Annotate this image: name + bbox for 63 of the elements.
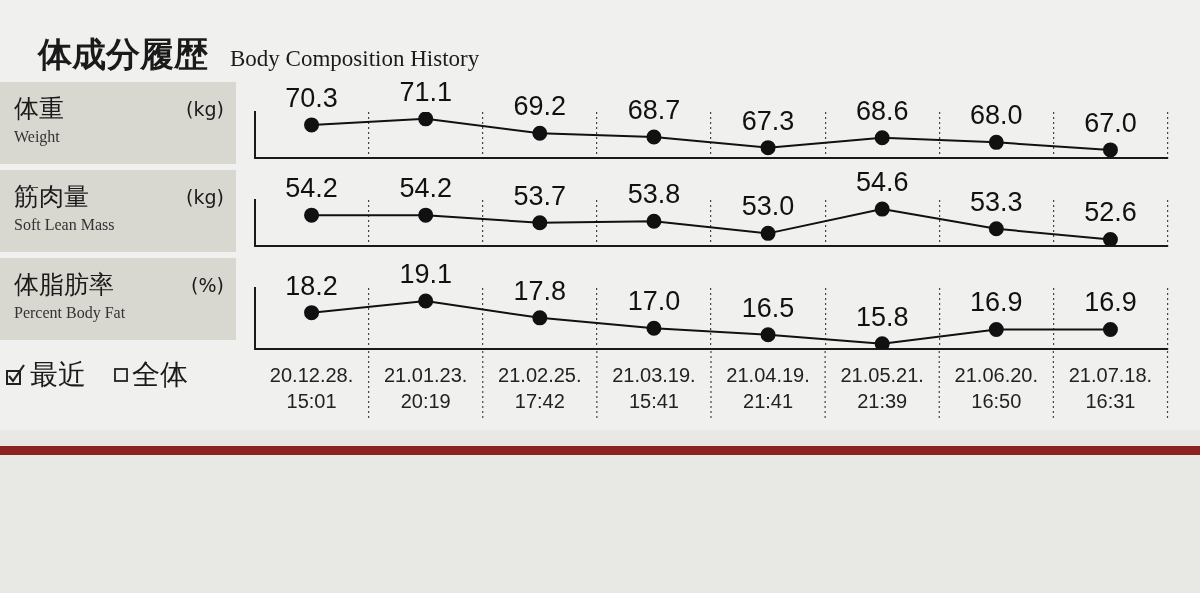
data-label: 16.5 (741, 292, 795, 323)
data-label: 53.3 (970, 186, 1023, 217)
x-tick-label: 21.01.23. 20:19 (383, 363, 468, 412)
text: 最近 (30, 357, 86, 393)
data-label: 68.0 (970, 100, 1023, 131)
x-tick-label: 21.07.18. 16:31 (1068, 363, 1153, 412)
chart-subtitle: Body Composition History (230, 45, 480, 73)
data-label: 17.0 (627, 286, 681, 317)
point (760, 140, 776, 156)
data-label: 53.7 (513, 180, 567, 211)
point (988, 221, 1004, 237)
point (874, 130, 890, 146)
point (532, 215, 548, 231)
data-label: 70.3 (285, 82, 338, 113)
data-label: 53.0 (741, 191, 795, 222)
text: 体脂肪率 (%) Percent Body Fat (14, 270, 224, 321)
data-label: 54.6 (855, 167, 909, 198)
point (532, 125, 548, 141)
text: 筋肉量 (kg) Soft Lean Mass (14, 182, 224, 233)
data-label: 69.2 (513, 91, 567, 122)
point (646, 129, 662, 145)
text: 体重 (kg) Weight (14, 94, 224, 145)
data-label: 19.1 (399, 258, 452, 289)
point (874, 336, 890, 349)
point (532, 310, 548, 326)
data-label: 18.2 (285, 270, 338, 301)
data-label: 16.9 (970, 287, 1023, 318)
data-label: 54.2 (285, 173, 338, 204)
data-label: 52.6 (1084, 197, 1137, 228)
point (646, 213, 662, 229)
point (988, 134, 1004, 150)
point (646, 320, 662, 336)
data-label: 67.0 (1084, 107, 1137, 138)
data-label: 15.8 (855, 301, 909, 332)
data-label: 16.9 (1084, 287, 1137, 318)
point (1102, 231, 1118, 246)
x-tick-label: 21.06.20. 16:50 (954, 363, 1039, 412)
data-label: 68.7 (627, 94, 681, 125)
text: 全体 (132, 357, 188, 393)
data-label: 17.8 (513, 275, 567, 306)
point (418, 112, 434, 127)
point (988, 322, 1004, 338)
x-tick-label: 21.03.19. 15:41 (612, 363, 696, 412)
point (304, 207, 320, 223)
chart-title: 体成分履歴 (38, 34, 208, 74)
data-label: 54.2 (399, 173, 452, 204)
point (418, 293, 434, 309)
point (874, 201, 890, 217)
point (760, 327, 776, 343)
x-tick-label: 21.05.21. 21:39 (840, 363, 924, 412)
point (418, 207, 434, 223)
point (1102, 322, 1118, 338)
point (304, 117, 320, 133)
data-label: 67.3 (741, 105, 795, 136)
data-label: 68.6 (855, 95, 909, 126)
data-label: 71.1 (399, 76, 452, 107)
x-tick-label: 21.04.19. 21:41 (726, 363, 810, 412)
point (304, 305, 320, 321)
x-tick-label: 20.12.28. 15:01 (269, 363, 354, 412)
point (760, 225, 776, 241)
x-tick-label: 21.02.25. 17:42 (498, 363, 582, 412)
point (1102, 142, 1118, 158)
data-label: 53.8 (627, 179, 681, 210)
